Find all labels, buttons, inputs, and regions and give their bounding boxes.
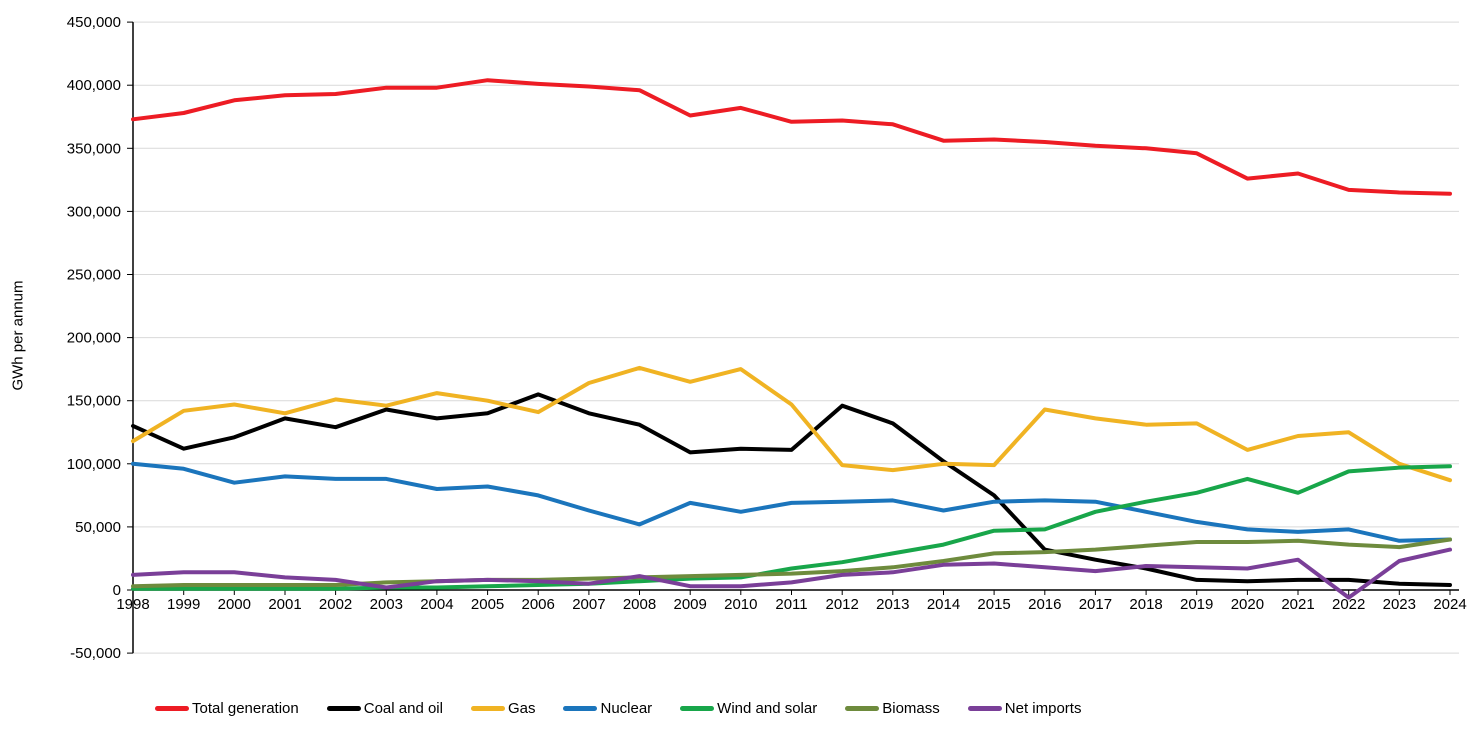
legend-label: Total generation: [192, 700, 299, 717]
x-tick-label: 2006: [522, 596, 555, 613]
series-line-coal-and-oil: [131, 392, 1452, 587]
series-line-nuclear: [131, 461, 1452, 543]
legend-marker-coal-and-oil: [326, 706, 361, 711]
legend-marker-gas: [470, 706, 505, 711]
y-tick-label: 250,000: [67, 267, 121, 284]
legend-item-nuclear: Nuclear: [563, 700, 652, 717]
x-tick-label: 2008: [623, 596, 656, 613]
x-tick-label: 2024: [1433, 596, 1466, 613]
gridlines: [133, 21, 1459, 654]
series-line-net-imports: [131, 547, 1452, 600]
legend-label: Wind and solar: [717, 700, 818, 717]
x-tick-label: 2012: [826, 596, 859, 613]
x-tick-label: 2020: [1231, 596, 1264, 613]
x-tick-label: 2023: [1383, 596, 1416, 613]
y-tick-label: 450,000: [67, 14, 121, 31]
y-tick-label: 150,000: [67, 393, 121, 410]
x-tick-label: 2000: [218, 596, 251, 613]
x-tick-label: 2022: [1332, 596, 1365, 613]
legend-marker-biomass: [845, 706, 880, 711]
x-tick-label: 2005: [471, 596, 504, 613]
y-tick-label: 50,000: [75, 519, 121, 536]
series-line-total-generation: [131, 78, 1452, 196]
x-tick-label: 2018: [1129, 596, 1162, 613]
y-tick-label: 0: [113, 582, 121, 599]
legend-marker-net-imports: [967, 706, 1002, 711]
legend-marker-wind-and-solar: [680, 706, 715, 711]
legend-item-wind-and-solar: Wind and solar: [680, 700, 817, 717]
x-tick-label: 2001: [268, 596, 301, 613]
legend-label: Gas: [507, 700, 536, 717]
x-tick-label: 2002: [319, 596, 352, 613]
legend: Total generation Coal and oil Gas Nuclear Wi…: [155, 700, 1081, 717]
x-tick-label: 2014: [927, 596, 960, 613]
legend-item-gas: Gas: [470, 700, 536, 717]
x-tick-label: 2010: [724, 596, 757, 613]
legend-label: Nuclear: [600, 700, 653, 717]
legend-item-biomass: Biomass: [845, 700, 940, 717]
legend-marker-total-generation: [155, 706, 189, 711]
legend-label: Net imports: [1004, 700, 1082, 717]
x-tick-label: 2016: [1028, 596, 1061, 613]
y-tick-label: 300,000: [67, 203, 121, 220]
y-tick-label: 400,000: [67, 77, 121, 94]
x-tick-labels: 1998 1999 2000 2001 2002 2003 2004 2005 2006 2007…: [116, 596, 1466, 613]
y-tick-label: 100,000: [67, 456, 121, 473]
x-tick-label: 2004: [420, 596, 453, 613]
series-line-gas: [131, 365, 1452, 483]
x-tick-label: 2013: [876, 596, 909, 613]
y-tick-label: 350,000: [67, 140, 121, 157]
x-tick-label: 2003: [370, 596, 403, 613]
legend-label: Biomass: [882, 700, 940, 717]
y-tick-label: -50,000: [70, 645, 121, 662]
x-tick-label: 2021: [1281, 596, 1314, 613]
legend-item-total-generation: Total generation: [155, 700, 299, 717]
y-tick-label: 200,000: [67, 330, 121, 347]
y-tick-labels: 450,000 400,000 350,000 300,000 250,000 200,0…: [67, 14, 121, 662]
legend-marker-nuclear: [563, 706, 598, 711]
x-tick-label: 2017: [1079, 596, 1112, 613]
x-axis: [132, 589, 1459, 595]
x-tick-label: 2011: [775, 596, 807, 613]
legend-label: Coal and oil: [363, 700, 443, 717]
legend-item-coal-and-oil: Coal and oil: [326, 700, 443, 717]
x-tick-label: 2009: [674, 596, 707, 613]
x-tick-label: 1999: [167, 596, 200, 613]
series-line-wind-and-solar: [131, 464, 1452, 591]
x-tick-label: 1998: [116, 596, 149, 613]
x-tick-label: 2019: [1180, 596, 1213, 613]
legend-item-net-imports: Net imports: [967, 700, 1082, 717]
y-axis: [127, 21, 134, 654]
x-tick-label: 2015: [977, 596, 1010, 613]
x-tick-label: 2007: [572, 596, 605, 613]
